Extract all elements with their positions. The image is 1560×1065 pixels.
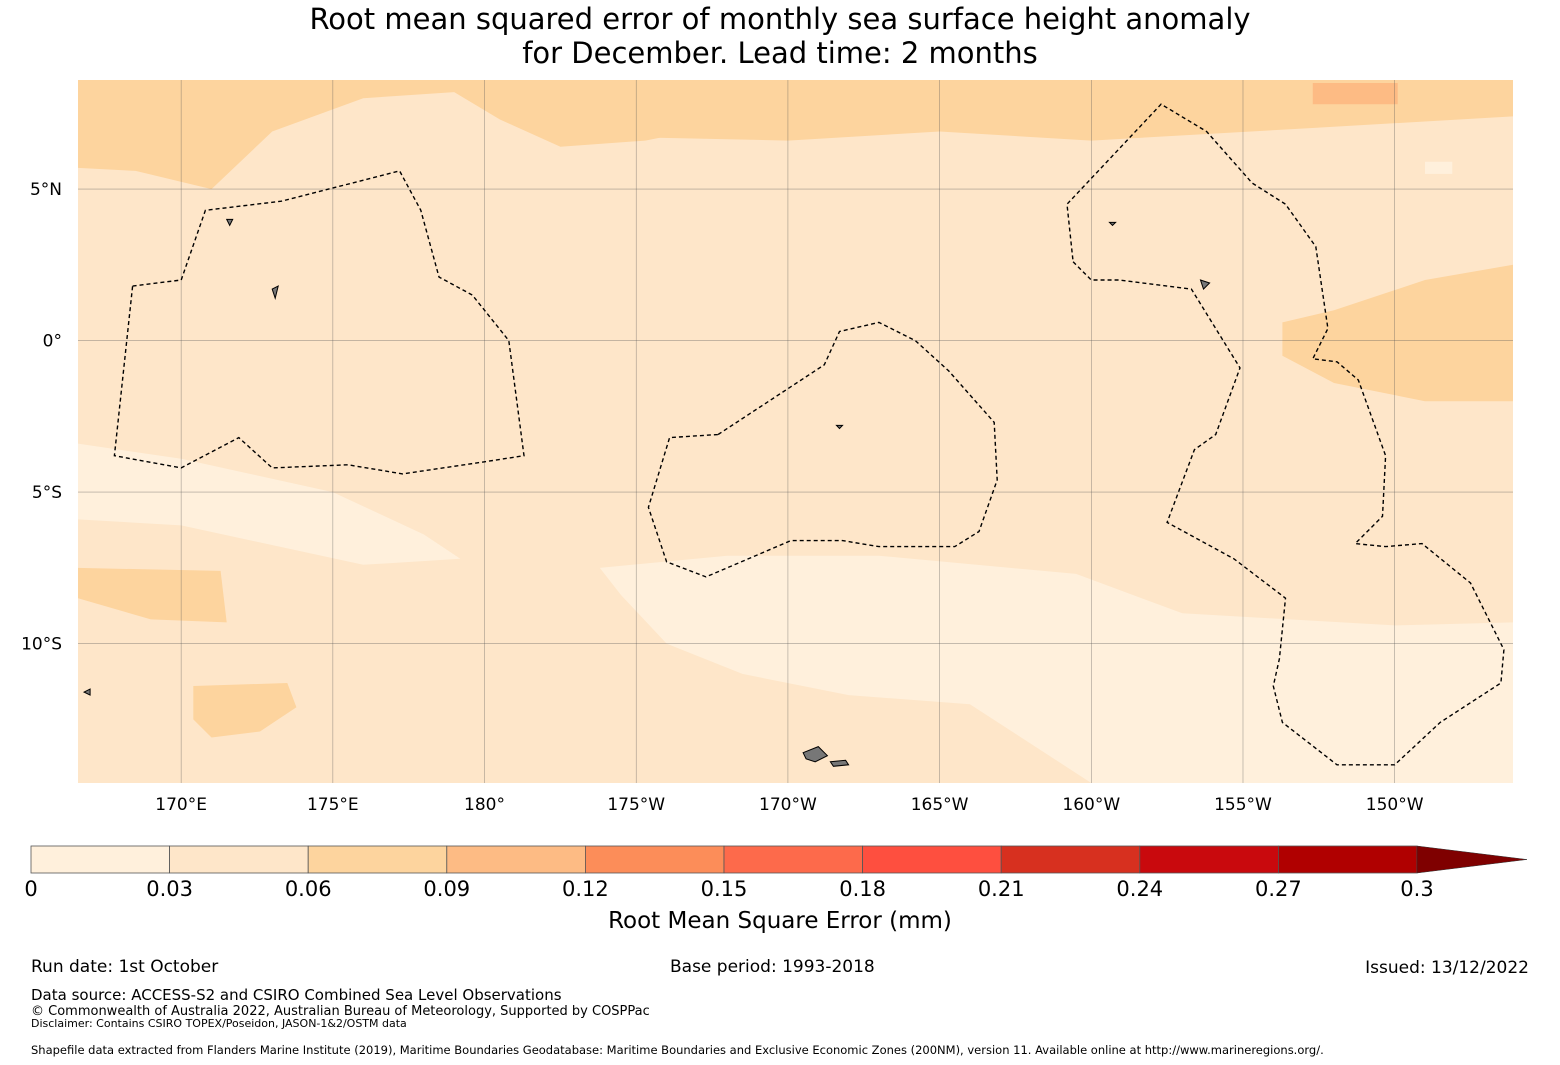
island-tabuaeran: [1108, 221, 1117, 227]
eez-boundary-line-islands-eez: [1066, 103, 1505, 766]
eez-boundary-phoenix-islands-eez: [647, 321, 998, 578]
colorbar-cell: [1139, 845, 1279, 874]
lon-tick-label: 175°W: [607, 795, 665, 815]
colorbar-cells: [30, 845, 1418, 874]
shapefile-credit: Shapefile data extracted from Flanders M…: [31, 1043, 1324, 1057]
chart-title: Root mean squared error of monthly sea s…: [0, 2, 1560, 70]
colorbar-extend-arrow: [1416, 845, 1528, 874]
lon-tick-label: 160°W: [1062, 795, 1120, 815]
island-canton: [835, 424, 844, 430]
colorbar-cell: [30, 845, 171, 874]
lon-tick-label: 155°W: [1214, 795, 1272, 815]
latitude-labels: 5°N 0° 5°S 10°S: [21, 180, 62, 655]
colorbar-tick-label: 0.24: [1116, 877, 1163, 901]
lat-tick-label: 5°N: [30, 180, 62, 200]
colorbar-ticks: 0 0.03 0.06 0.09 0.12 0.15 0.18 0.21 0.24 0.27 0.3: [24, 877, 1433, 901]
colorbar-tick-label: 0.06: [285, 877, 332, 901]
colorbar-tick-label: 0.18: [839, 877, 886, 901]
colorbar-tick-label: 0.09: [423, 877, 470, 901]
title-line-2: for December. Lead time: 2 months: [522, 36, 1038, 70]
colorbar-tick-label: 0.21: [978, 877, 1025, 901]
error-region-south-central-light-band: [599, 555, 1513, 783]
error-region-south-small-patch: [193, 683, 297, 738]
error-regions: [78, 80, 1513, 783]
colorbar-cell: [1278, 845, 1418, 874]
copyright: © Commonwealth of Australia 2022, Austra…: [31, 1004, 650, 1019]
error-region-north-east-spot: [1312, 83, 1398, 105]
colorbar-tick-label: 0.15: [701, 877, 748, 901]
island-samoa-upolu: [802, 746, 829, 763]
island-tarawa: [271, 285, 279, 301]
island-tokelau: [225, 218, 234, 227]
issued-date: Issued: 13/12/2022: [1365, 958, 1529, 978]
error-region-north-east-band: [605, 80, 1513, 141]
colorbar-tick-label: 0.27: [1255, 877, 1302, 901]
disclaimer: Disclaimer: Contains CSIRO TOPEX/Poseido…: [31, 1017, 407, 1030]
lat-tick-label: 10°S: [21, 635, 62, 655]
colorbar-cell: [862, 845, 1002, 874]
island-nanumea: [82, 688, 91, 696]
gridlines: [78, 80, 1513, 783]
data-source: Data source: ACCESS-S2 and CSIRO Combine…: [31, 986, 562, 1004]
colorbar-tick-label: 0.12: [562, 877, 609, 901]
colorbar-cell: [723, 845, 864, 874]
lat-tick-label: 5°S: [32, 483, 62, 503]
lat-tick-label: 0°: [43, 332, 62, 352]
lon-tick-label: 180°: [464, 795, 505, 815]
error-region-west-south-patch: [78, 567, 227, 623]
colorbar-tick-label: 0.03: [146, 877, 193, 901]
run-date: Run date: 1st October: [31, 957, 219, 977]
colorbar-cell: [446, 845, 586, 874]
island-kiritimati: [1199, 279, 1211, 291]
island-samoa-savaii: [829, 759, 850, 767]
lon-tick-label: 175°E: [307, 795, 359, 815]
lon-tick-label: 170°W: [759, 795, 817, 815]
error-region-east-equatorial-patch: [1282, 264, 1513, 402]
eez-boundary-kiribati-gilbert-eez: [113, 170, 525, 475]
error-region-north-west-band: [78, 80, 706, 190]
colorbar-label: Root Mean Square Error (mm): [608, 908, 952, 934]
eez-boundaries: [113, 103, 1505, 766]
title-line-1: Root mean squared error of monthly sea s…: [309, 2, 1251, 36]
colorbar-cell: [169, 845, 309, 874]
colorbar-cell: [307, 845, 448, 874]
longitude-labels: 170°E 175°E 180° 175°W 170°W 165°W 160°W 155°W 1…: [155, 795, 1423, 815]
lon-tick-label: 170°E: [155, 795, 207, 815]
colorbar-cell: [1000, 845, 1141, 874]
islands: [82, 218, 1211, 767]
colorbar-cell: [585, 845, 725, 874]
lon-tick-label: 165°W: [911, 795, 969, 815]
lon-tick-label: 150°W: [1366, 795, 1424, 815]
map: 170°E 175°E 180° 175°W 170°W 165°W 160°W 155°W 1…: [21, 80, 1513, 815]
base-period: Base period: 1993-2018: [670, 957, 875, 977]
error-region-south-west-light-band: [78, 443, 461, 565]
colorbar-tick-label: 0: [24, 877, 37, 901]
error-region-north-east-tiny-light: [1425, 161, 1453, 174]
colorbar-tick-label: 0.3: [1400, 877, 1433, 901]
